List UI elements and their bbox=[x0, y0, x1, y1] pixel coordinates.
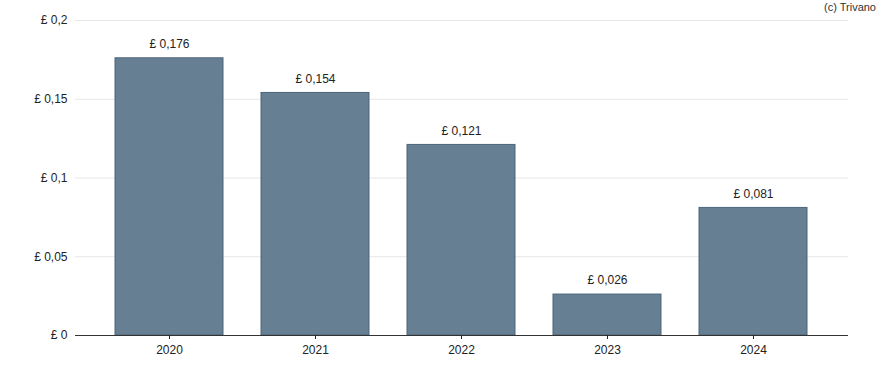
svg-text:£ 0,121: £ 0,121 bbox=[441, 124, 481, 138]
svg-text:£ 0,176: £ 0,176 bbox=[149, 37, 189, 51]
svg-text:£ 0,026: £ 0,026 bbox=[587, 273, 627, 287]
svg-text:£ 0,081: £ 0,081 bbox=[733, 187, 773, 201]
svg-text:£ 0,2: £ 0,2 bbox=[41, 13, 68, 27]
svg-text:2020: 2020 bbox=[156, 343, 183, 357]
svg-text:£ 0,15: £ 0,15 bbox=[34, 92, 68, 106]
svg-text:2023: 2023 bbox=[594, 343, 621, 357]
svg-text:2022: 2022 bbox=[448, 343, 475, 357]
html-text:(c) Trivano: (c) Trivano bbox=[824, 1, 876, 13]
svg-text:£ 0: £ 0 bbox=[51, 328, 68, 342]
svg-text:2024: 2024 bbox=[740, 343, 767, 357]
svg-text:£ 0,154: £ 0,154 bbox=[295, 72, 335, 86]
svg-text:£ 0,05: £ 0,05 bbox=[34, 250, 68, 264]
svg-text:2021: 2021 bbox=[302, 343, 329, 357]
svg-text:£ 0,1: £ 0,1 bbox=[41, 171, 68, 185]
